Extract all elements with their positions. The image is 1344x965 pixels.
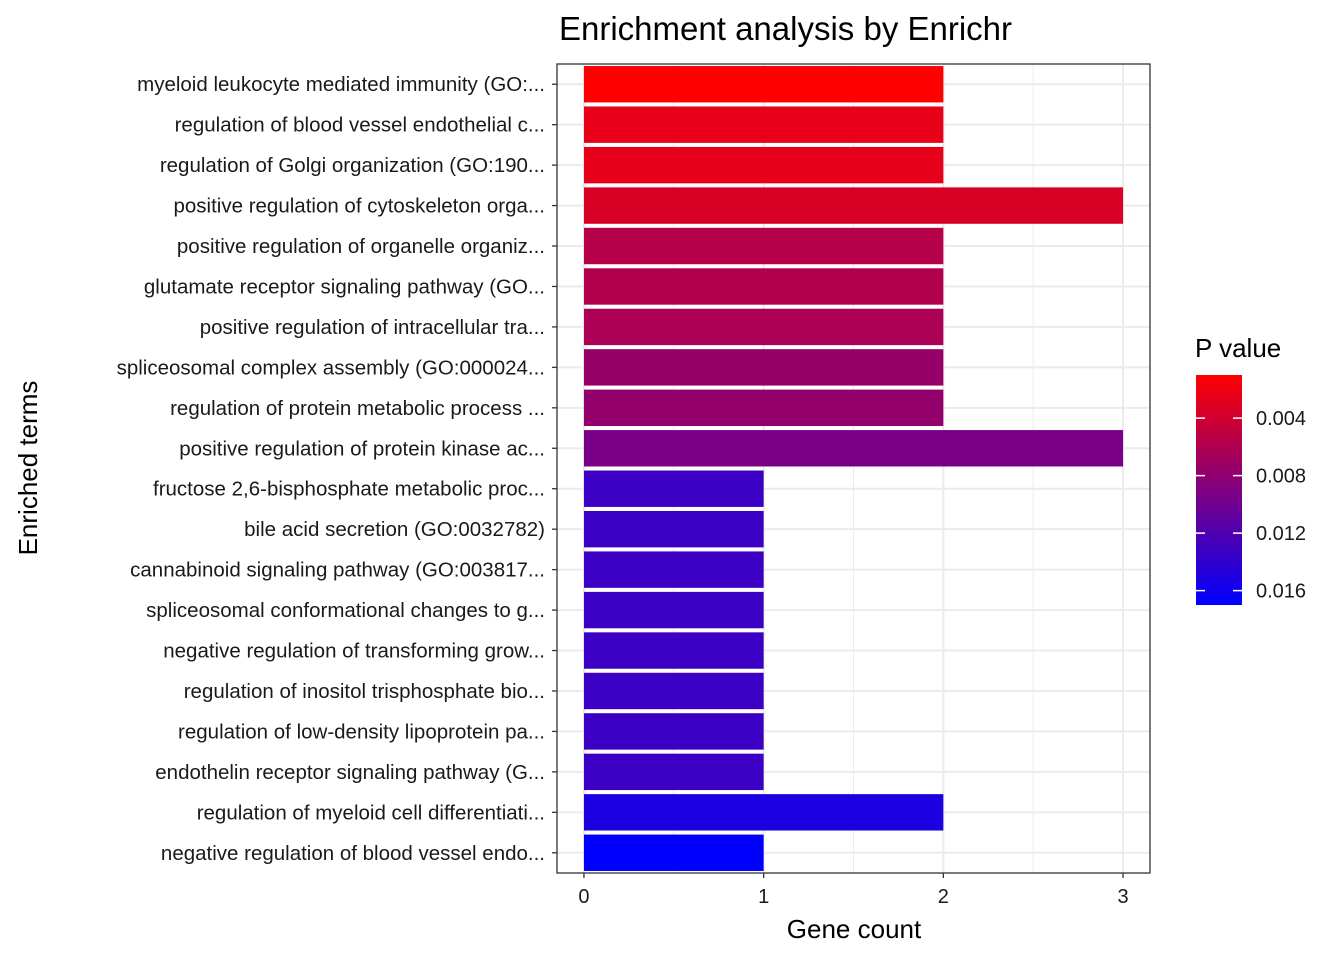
legend-tick-label: 0.012: [1256, 523, 1306, 545]
legend-tick-label: 0.016: [1256, 581, 1306, 603]
x-axis-title: Gene count: [787, 914, 922, 944]
bar: [583, 106, 944, 143]
y-tick-label: bile acid secretion (GO:0032782): [244, 518, 545, 541]
y-tick-label: cannabinoid signaling pathway (GO:003817…: [130, 559, 545, 582]
y-tick-label: spliceosomal complex assembly (GO:000024…: [117, 356, 545, 379]
y-tick-label: regulation of myeloid cell differentiati…: [197, 801, 545, 824]
bar: [583, 470, 764, 507]
y-tick-label: regulation of protein metabolic process …: [170, 397, 545, 420]
bar: [583, 591, 764, 629]
y-tick-label: regulation of low-density lipoprotein pa…: [178, 720, 545, 743]
y-tick-label: spliceosomal conformational changes to g…: [146, 599, 545, 622]
y-tick-label: myeloid leukocyte mediated immunity (GO:…: [137, 73, 545, 96]
bar: [583, 551, 764, 588]
bar: [583, 632, 764, 669]
x-tick-label: 1: [758, 886, 769, 908]
y-tick-label: glutamate receptor signaling pathway (GO…: [144, 275, 545, 298]
bar: [583, 794, 944, 831]
x-tick-label: 0: [578, 886, 589, 908]
bar: [583, 227, 944, 265]
y-tick-label: positive regulation of protein kinase ac…: [179, 437, 545, 460]
bar: [583, 672, 764, 710]
y-tick-label: positive regulation of intracellular tra…: [200, 316, 545, 339]
y-tick-label: fructose 2,6-bisphosphate metabolic proc…: [153, 478, 545, 501]
y-tick-label: positive regulation of cytoskeleton orga…: [174, 195, 546, 218]
legend: P value 0.004 0.008 0.012 0.016: [1195, 333, 1306, 605]
bar: [583, 349, 944, 386]
legend-title: P value: [1195, 333, 1281, 363]
plot-panel: [556, 63, 1151, 874]
y-axis: myeloid leukocyte mediated immunity (GO:…: [117, 73, 557, 865]
y-tick-label: regulation of blood vessel endothelial c…: [175, 114, 545, 137]
legend-tick-label: 0.004: [1256, 408, 1306, 430]
bars: [583, 66, 1124, 871]
x-tick-label: 3: [1117, 886, 1128, 908]
bar: [583, 713, 764, 750]
y-tick-label: endothelin receptor signaling pathway (G…: [155, 761, 545, 784]
x-axis: 0 1 2 3: [578, 873, 1129, 908]
legend-colorbar: [1196, 375, 1242, 605]
bar: [583, 308, 944, 346]
bar: [583, 510, 764, 548]
bar: [583, 753, 764, 791]
y-tick-label: negative regulation of blood vessel endo…: [161, 842, 545, 865]
bar: [583, 430, 1124, 467]
panel-border: [556, 63, 1151, 874]
y-axis-title: Enriched terms: [13, 381, 43, 556]
y-tick-label: regulation of Golgi organization (GO:190…: [160, 154, 545, 177]
y-tick-label: regulation of inositol trisphosphate bio…: [184, 680, 545, 703]
bar: [583, 146, 944, 184]
bar: [583, 389, 944, 427]
x-tick-label: 2: [938, 886, 949, 908]
legend-ticks: 0.004 0.008 0.012 0.016: [1196, 408, 1306, 603]
y-tick-label: positive regulation of organelle organiz…: [177, 235, 545, 258]
legend-tick-label: 0.008: [1256, 466, 1306, 488]
bar: [583, 834, 764, 871]
bar: [583, 268, 944, 305]
bar: [583, 187, 1124, 224]
y-tick-label: negative regulation of transforming grow…: [163, 640, 545, 663]
bar: [583, 66, 944, 103]
chart-title: Enrichment analysis by Enrichr: [559, 10, 1012, 47]
